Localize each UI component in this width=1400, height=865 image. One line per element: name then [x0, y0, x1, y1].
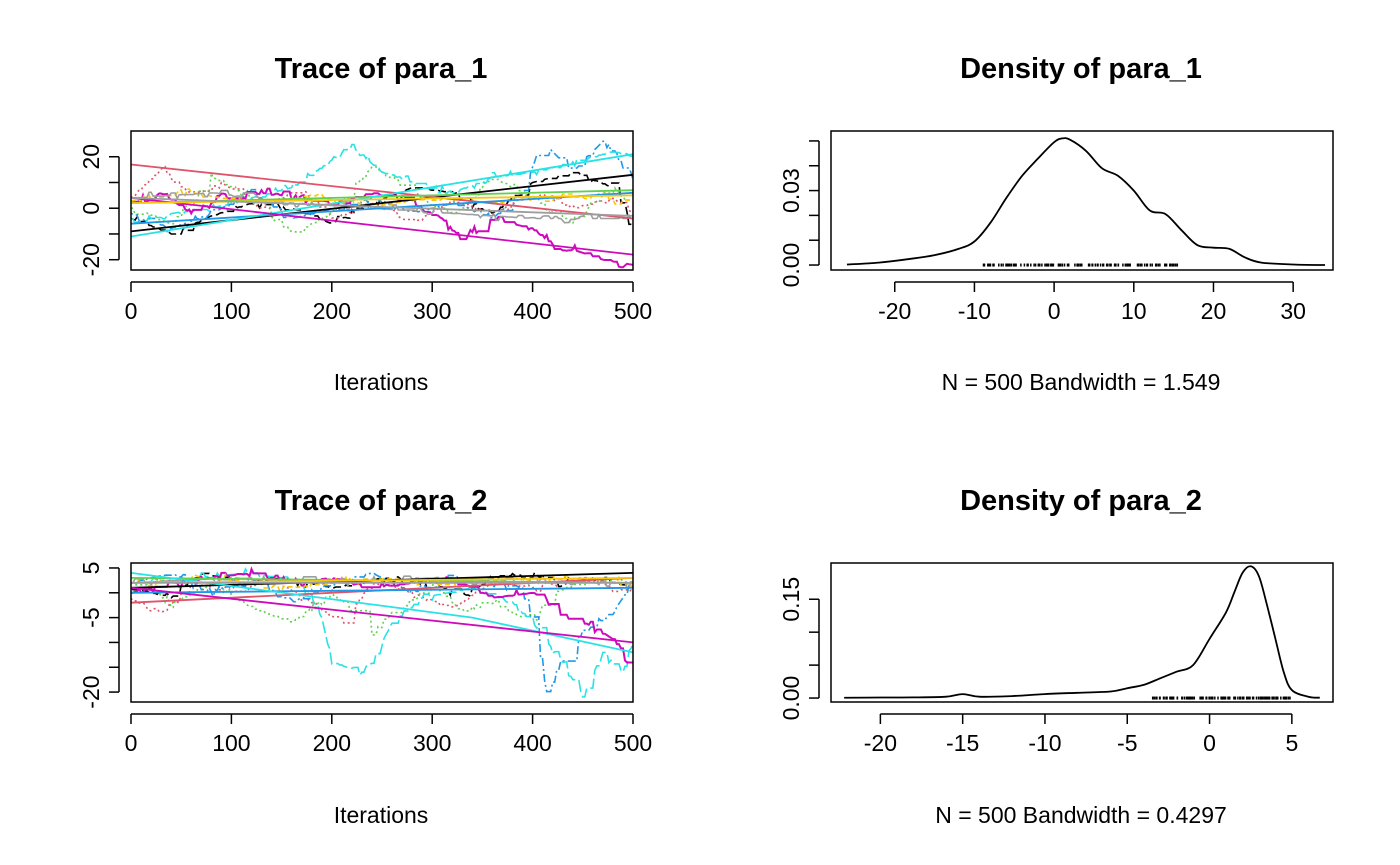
y-tick-label: 5: [78, 562, 104, 575]
x-tick-label: -20: [864, 730, 897, 756]
x-tick-label: 10: [1121, 298, 1147, 324]
trace-series-line: [131, 572, 633, 693]
chart-title: Density of para_2: [960, 485, 1202, 517]
chart-title: Density of para_1: [960, 53, 1202, 85]
plot-box: [130, 130, 634, 271]
y-tick-label: -20: [78, 675, 104, 708]
trace-series-line: [131, 140, 633, 234]
x-tick-label: 100: [212, 730, 250, 756]
x-tick-label: 100: [212, 298, 250, 324]
plot-area: [131, 140, 633, 269]
trend-line: [131, 586, 633, 594]
x-tick-label: 200: [313, 298, 351, 324]
density-para-1-panel: Density of para_1 N = 500 Bandwidth = 1.…: [778, 53, 1334, 395]
trend-line: [131, 191, 633, 225]
trend-line: [131, 163, 633, 220]
x-tick-label: 0: [125, 298, 138, 324]
x-tick-label: 30: [1280, 298, 1306, 324]
chart-title: Trace of para_2: [275, 485, 488, 517]
trend-line: [131, 197, 633, 256]
plot-box: [830, 130, 1334, 271]
x-tick-label: -5: [1117, 730, 1137, 756]
y-tick-label: 0.15: [778, 577, 804, 622]
trend-line: [131, 173, 633, 233]
x-tick-label: 300: [413, 298, 451, 324]
y-tick-label: 0.00: [778, 243, 804, 288]
x-tick-label: 200: [313, 730, 351, 756]
x-axis-label: Iterations: [334, 369, 429, 395]
y-tick-label: -20: [78, 243, 104, 276]
density-curve: [846, 137, 1326, 266]
density-curve: [844, 565, 1320, 699]
density-para-2-panel: Density of para_2 N = 500 Bandwidth = 0.…: [778, 485, 1334, 828]
x-tick-label: 500: [614, 298, 652, 324]
x-tick-label: -20: [878, 298, 911, 324]
trend-line: [131, 153, 633, 238]
y-tick-label: -5: [78, 607, 104, 627]
x-tick-label: 20: [1201, 298, 1227, 324]
trace-para-1-panel: Trace of para_1 Iterations 0 100 200 300 400…: [78, 53, 652, 395]
chart-title: Trace of para_1: [275, 53, 488, 85]
trend-line: [131, 194, 633, 204]
trace-para-2-panel: Trace of para_2 Iterations 0 100 200 300 400…: [78, 485, 652, 828]
y-tick-label: 0.00: [778, 676, 804, 721]
plot-area: [844, 565, 1320, 700]
trend-line: [131, 197, 633, 217]
x-tick-label: 0: [1203, 730, 1216, 756]
plot-box: [130, 562, 634, 703]
x-tick-label: 5: [1285, 730, 1298, 756]
x-tick-label: 500: [614, 730, 652, 756]
x-axis-label: N = 500 Bandwidth = 0.4297: [935, 802, 1227, 828]
x-tick-label: -10: [958, 298, 991, 324]
plot-area: [846, 137, 1326, 267]
plot-box: [830, 562, 1334, 703]
x-axis-label: N = 500 Bandwidth = 1.549: [942, 369, 1221, 395]
x-tick-label: 400: [513, 730, 551, 756]
x-tick-label: 300: [413, 730, 451, 756]
x-tick-label: 0: [125, 730, 138, 756]
x-tick-label: 400: [513, 298, 551, 324]
trace-series-line: [131, 188, 633, 206]
plot-area: [131, 566, 633, 698]
trend-line: [131, 586, 633, 644]
y-tick-label: 20: [78, 144, 104, 170]
trace-series-line: [131, 572, 633, 592]
x-tick-label: 0: [1048, 298, 1061, 324]
x-tick-label: -10: [1028, 730, 1061, 756]
y-tick-label: 0.03: [778, 168, 804, 213]
x-axis-label: Iterations: [334, 802, 429, 828]
trend-line: [131, 572, 633, 654]
x-tick-label: -15: [946, 730, 979, 756]
y-tick-label: 0: [78, 202, 104, 215]
